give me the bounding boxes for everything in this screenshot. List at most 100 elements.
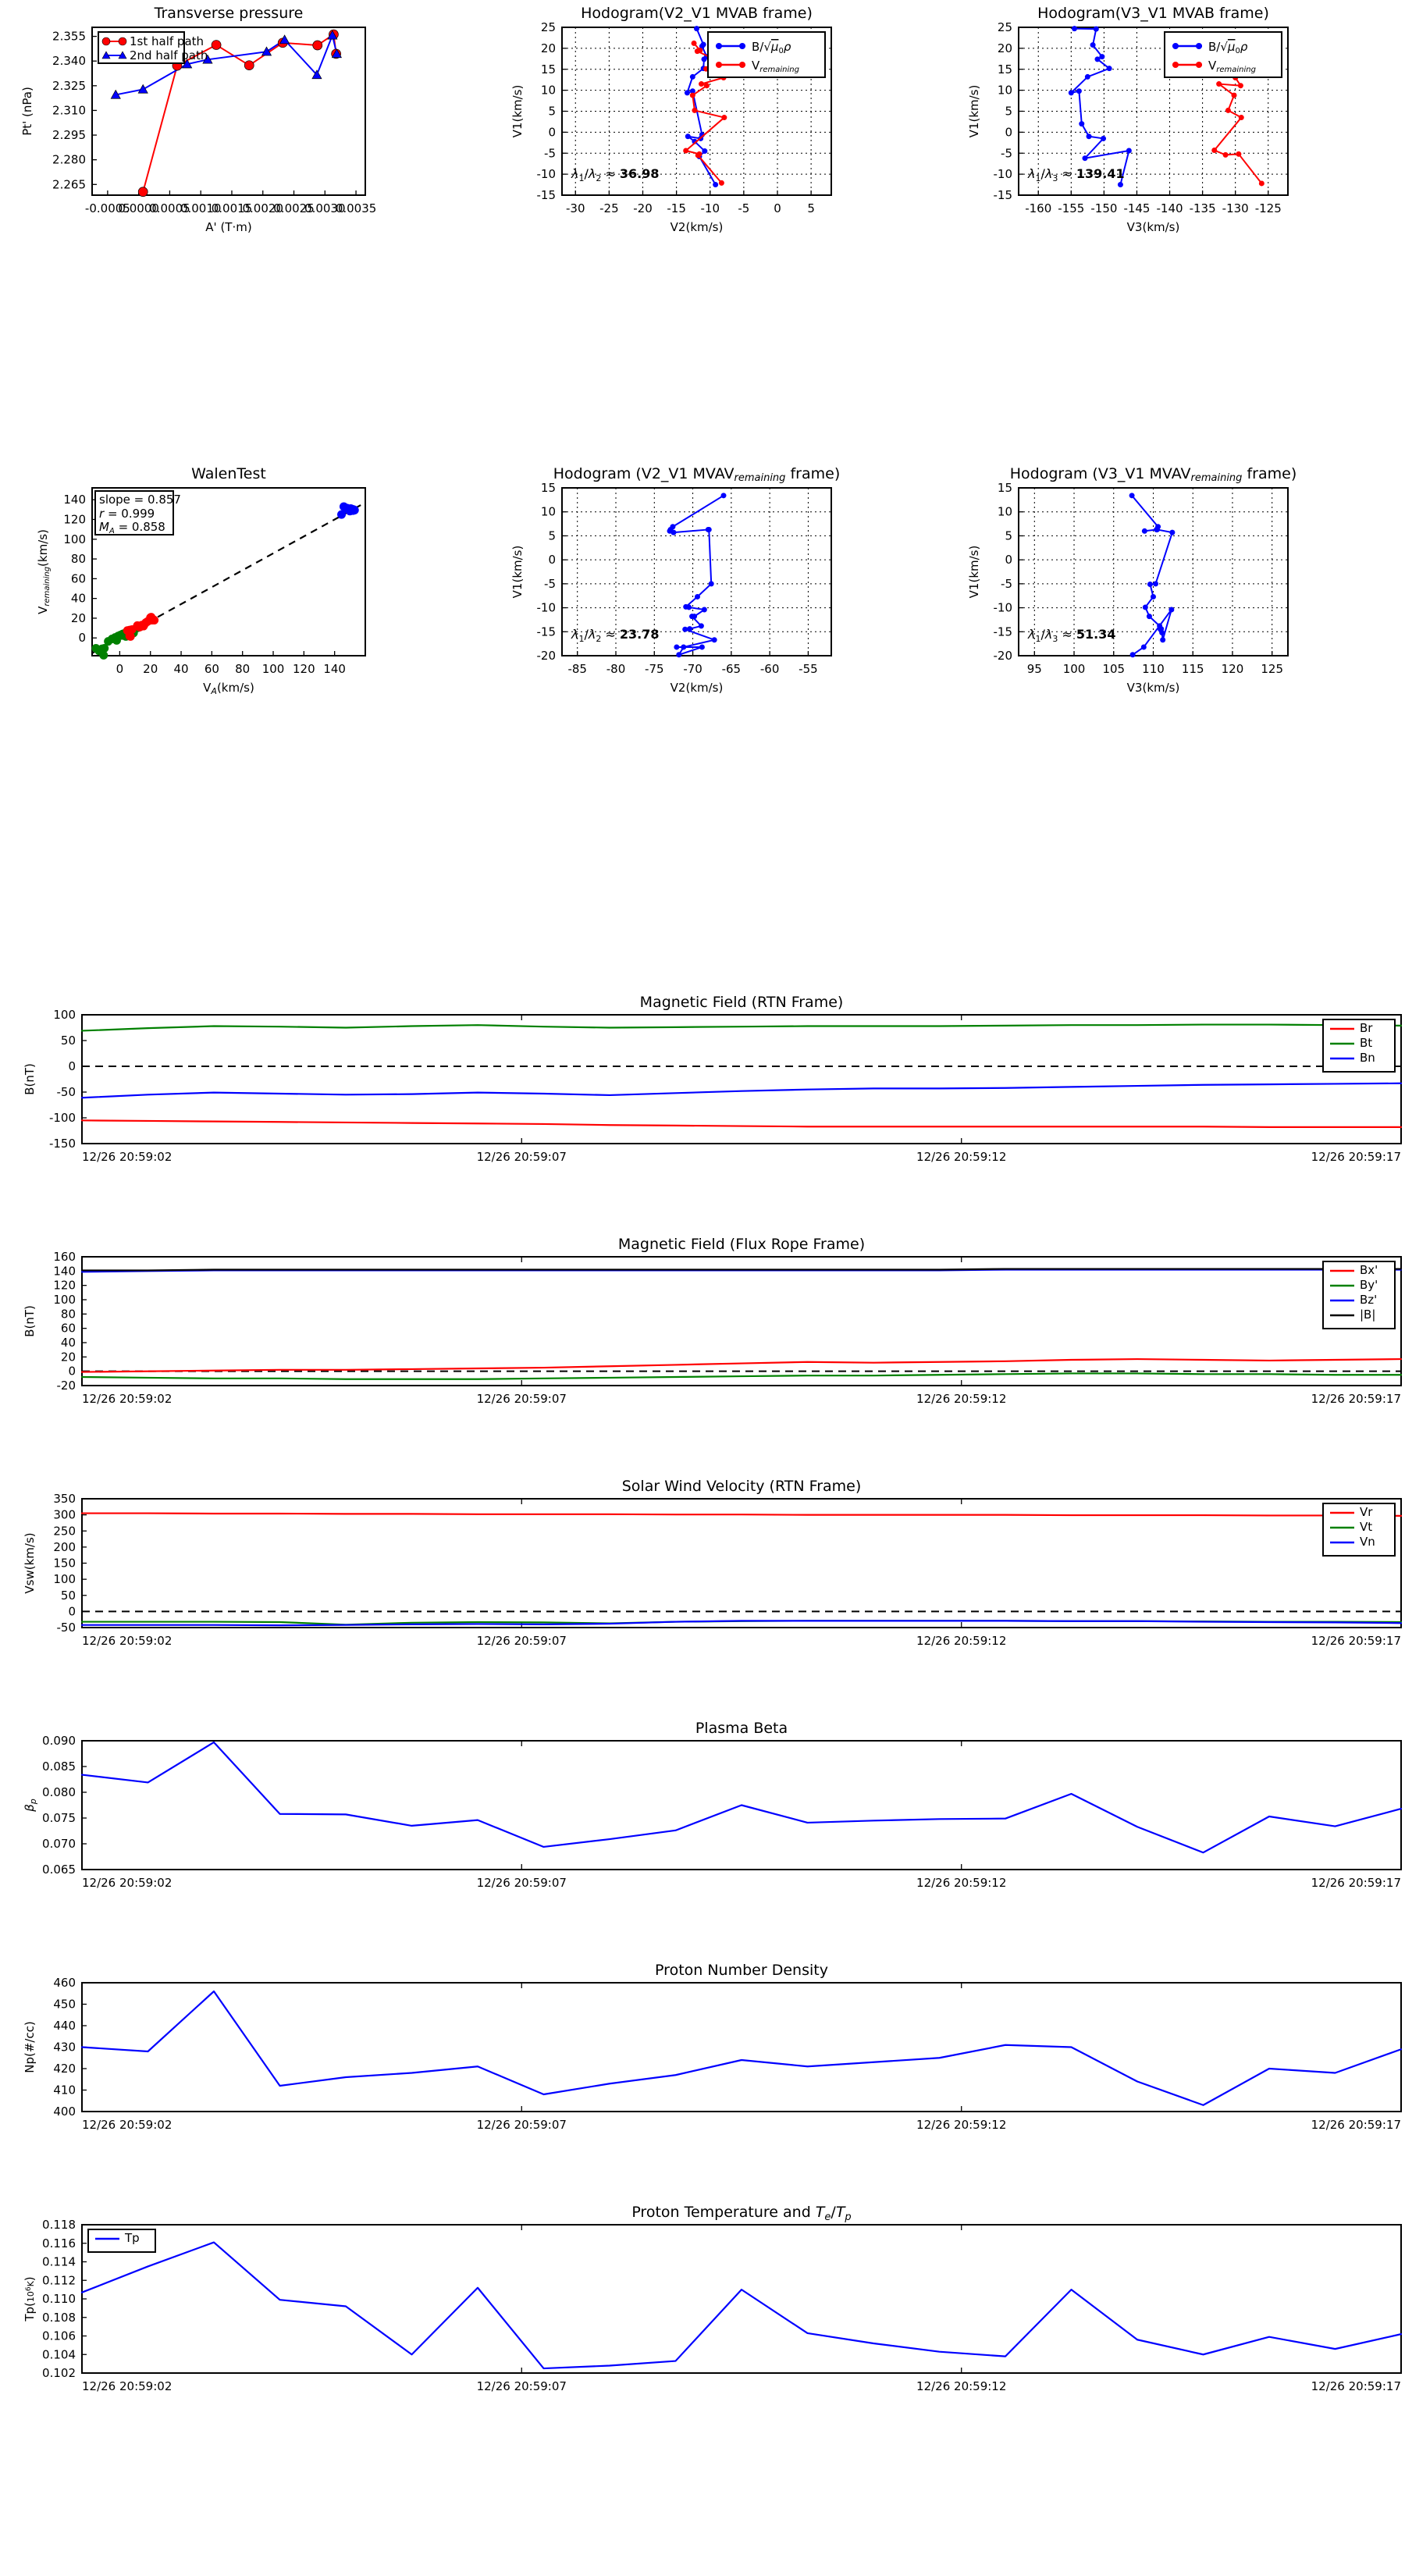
x-tick-label: 12/26 20:59:02 [82, 1634, 172, 1648]
data-point [1141, 528, 1147, 534]
panel-hodogram-v3v1-mvavrem: Hodogram (V3_V1 MVAVremaining frame) 95 10… [967, 465, 1297, 695]
y-tick-label: 40 [61, 1336, 76, 1350]
data-point [701, 607, 707, 613]
legend-marker-1st [118, 37, 127, 46]
scatter-point [133, 621, 143, 631]
data-point [1153, 581, 1159, 587]
data-point [1101, 135, 1107, 141]
panel-title: Magnetic Field (Flux Rope Frame) [618, 1236, 865, 1253]
data-point [1154, 526, 1161, 532]
x-tick-label: 12/26 20:59:12 [916, 2379, 1006, 2393]
axis-ticks: 400 410 420 430 440 450 460 12/26 20:59:02 12/26… [53, 1976, 1402, 2132]
y-tick-label: 160 [53, 1250, 76, 1264]
x-tick-label: 12/26 20:59:07 [477, 1876, 567, 1890]
y-tick-label: -15 [537, 188, 557, 202]
y-tick-label: -15 [994, 188, 1013, 202]
x-tick-label: 12/26 20:59:07 [477, 1392, 567, 1406]
scatter-point [100, 644, 109, 653]
data-point [1076, 88, 1082, 94]
data-point-circle [137, 187, 148, 197]
x-tick-label: -160 [1025, 201, 1051, 215]
data-point [689, 73, 695, 80]
axes-frame [561, 487, 832, 656]
panel-magnetic-field-fluxrope: Magnetic Field (Flux Rope Frame)-2002040… [23, 1236, 1403, 1406]
y-tick-label: 15 [541, 62, 556, 76]
data-point [681, 644, 687, 650]
data-point [694, 593, 700, 600]
series-line-vremaining [685, 42, 725, 184]
panel-title: Proton Temperature and Te/Tp [631, 2204, 851, 2223]
series-line-By [80, 1372, 1403, 1380]
x-tick-label: 80 [235, 662, 250, 676]
x-tick-label: 0.0005 [149, 201, 190, 215]
data-point [1099, 54, 1105, 60]
x-axis-label: VA(km/s) [203, 681, 254, 696]
x-tick-label: 12/26 20:59:07 [477, 2379, 567, 2393]
panel-title: Magnetic Field (RTN Frame) [640, 994, 844, 1011]
legend-marker-vremaining [716, 62, 722, 68]
x-tick-label: 20 [143, 662, 158, 676]
legend-box [1322, 1261, 1396, 1329]
y-tick-label: 20 [71, 611, 86, 625]
y-tick-label: 60 [61, 1322, 76, 1336]
legend-label-1st-half: 1st half path [130, 34, 204, 48]
legend-marker-1st [101, 37, 111, 46]
data-point [674, 644, 680, 650]
data-point [1238, 115, 1244, 121]
data-point [1147, 581, 1153, 587]
y-tick-label: 80 [71, 552, 86, 566]
data-point [1094, 56, 1101, 62]
data-point [694, 26, 699, 32]
panel-magnetic-field-rtn: Magnetic Field (RTN Frame) -150 -100 -50 0 50… [23, 994, 1403, 1164]
data-point [684, 90, 690, 96]
legend-marker-balfven [1196, 43, 1202, 49]
x-tick-label: 0.0020 [243, 201, 284, 215]
y-tick-label: 25 [998, 20, 1012, 34]
y-tick-label: 10 [998, 84, 1012, 98]
data-point [1140, 644, 1147, 650]
data-point [721, 115, 727, 121]
x-tick-label: -155 [1058, 201, 1084, 215]
y-tick-label: 0.110 [42, 2292, 76, 2306]
x-tick-label: 0 [116, 662, 124, 676]
x-tick-label: 12/26 20:59:02 [82, 2118, 172, 2132]
y-tick-label: -10 [994, 601, 1013, 615]
data-point-triangle [261, 46, 272, 56]
y-tick-label: 150 [53, 1557, 76, 1571]
data-point [1222, 151, 1229, 158]
y-axis-label: Vsw(km/s) [23, 1532, 37, 1593]
data-point [1117, 182, 1123, 188]
x-tick-label: 110 [1142, 662, 1165, 676]
y-axis-label: V1(km/s) [510, 85, 525, 138]
axis-ticks: -30 -25 -20 -15 -10 -5 0 5 -15 -10 -5 0 5 10 15 20 25 [537, 20, 815, 215]
x-axis-label: V2(km/s) [670, 220, 724, 234]
data-point [692, 107, 698, 113]
stat-ma: MA = 0.858 [99, 520, 165, 535]
x-tick-label: 0.0015 [212, 201, 253, 215]
series-line-Bx [80, 1357, 1403, 1373]
y-tick-label: 0 [68, 1604, 76, 1618]
data-point [701, 56, 707, 62]
y-axis-label: Pt' (nPa) [20, 87, 34, 136]
y-tick-label: 2.280 [52, 153, 86, 167]
data-point [1090, 42, 1096, 48]
data-point [683, 148, 689, 154]
axes-frame [81, 1256, 1402, 1386]
x-tick-label: -60 [760, 662, 780, 676]
data-point [1225, 107, 1231, 113]
y-tick-label: 140 [53, 1264, 76, 1278]
x-tick-label: 0.0035 [336, 201, 377, 215]
legend-box [98, 31, 185, 64]
panel-title: Hodogram(V2_V1 MVAB frame) [581, 5, 813, 22]
panel-plasma-beta: Plasma Beta 0.065 0.070 0.075 0.080 0.085 0.09… [23, 1720, 1403, 1890]
data-point [1126, 148, 1132, 154]
annotation-eigenvalue-ratio: λ1/λ2 ≈ 36.98 [571, 166, 660, 183]
data-point [1169, 529, 1176, 535]
annotation-eigenvalue-ratio: λ1/λ2 ≈ 23.78 [571, 627, 660, 644]
x-tick-label: -15 [667, 201, 686, 215]
data-point [676, 652, 682, 658]
